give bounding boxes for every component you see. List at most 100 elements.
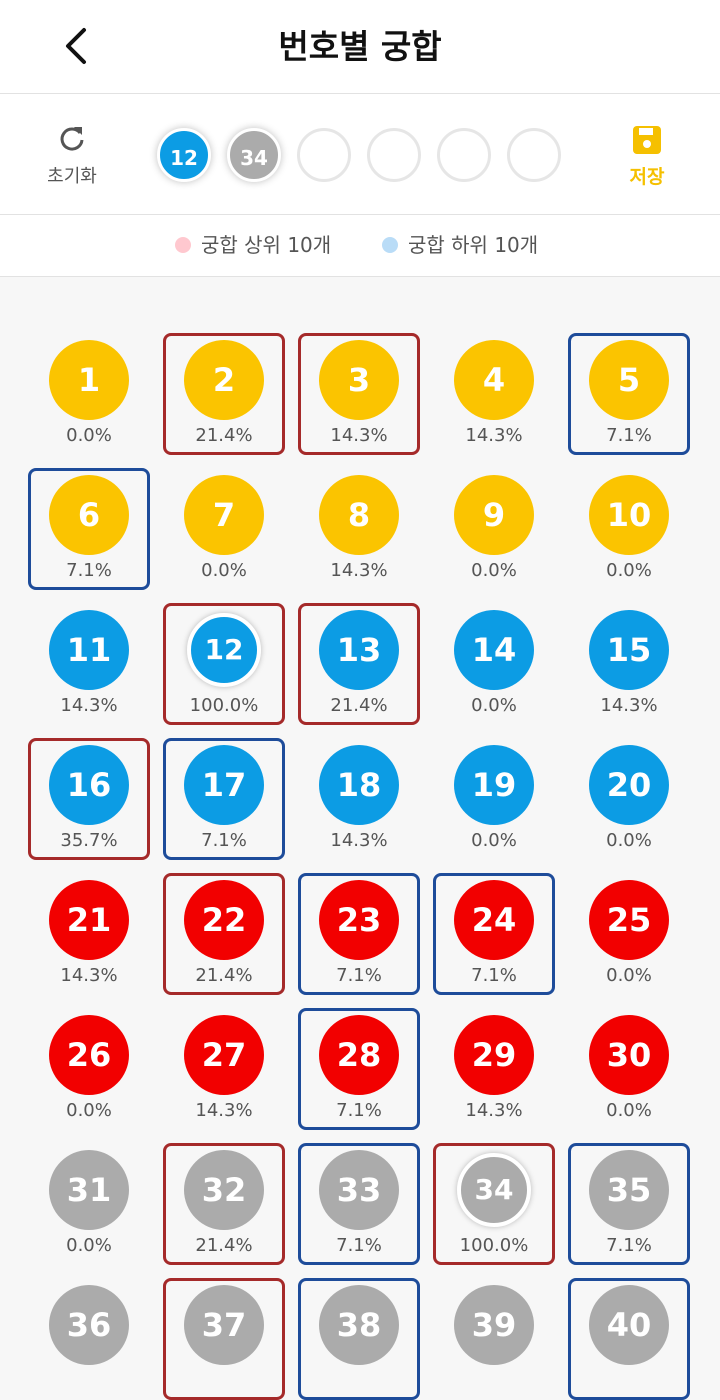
percent-label: 7.1% — [336, 965, 382, 986]
number-ball[interactable]: 24 — [454, 880, 534, 960]
percent-label: 7.1% — [336, 1235, 382, 1256]
number-ball[interactable]: 19 — [454, 745, 534, 825]
percent-label: 0.0% — [471, 695, 517, 716]
title: 번호별 궁합 — [278, 27, 442, 66]
number-ball[interactable]: 14 — [454, 610, 534, 690]
highlight-box — [163, 1143, 285, 1265]
legend-text: 궁합 하위 10개 — [408, 233, 539, 257]
percent-label: 7.1% — [471, 965, 517, 986]
percent-label: 0.0% — [606, 1100, 652, 1121]
highlight-box — [568, 1143, 690, 1265]
number-ball[interactable]: 21 — [49, 880, 129, 960]
number-ball[interactable]: 1 — [49, 340, 129, 420]
highlight-box — [298, 603, 420, 725]
percent-label: 7.1% — [606, 425, 652, 446]
number-ball[interactable]: 2 — [184, 340, 264, 420]
percent-label: 7.1% — [66, 560, 112, 581]
number-ball[interactable]: 39 — [454, 1285, 534, 1365]
number-ball[interactable]: 13 — [319, 610, 399, 690]
percent-label: 7.1% — [336, 1100, 382, 1121]
percent-label: 100.0% — [459, 1235, 529, 1256]
percent-label: 0.0% — [606, 830, 652, 851]
highlight-box — [433, 873, 555, 995]
number-ball[interactable]: 12 — [187, 613, 261, 687]
number-ball[interactable]: 17 — [184, 745, 264, 825]
number-ball[interactable]: 28 — [319, 1015, 399, 1095]
number-ball[interactable]: 9 — [454, 475, 534, 555]
percent-label: 14.3% — [330, 830, 388, 851]
number-ball[interactable]: 8 — [319, 475, 399, 555]
percent-label: 0.0% — [66, 425, 112, 446]
empty-slot[interactable] — [437, 128, 491, 182]
number-ball[interactable]: 22 — [184, 880, 264, 960]
number-ball[interactable]: 33 — [319, 1150, 399, 1230]
percent-label: 0.0% — [201, 560, 247, 581]
selected-ball[interactable]: 34 — [227, 128, 281, 182]
highlight-box — [433, 1143, 555, 1265]
selected-ball[interactable]: 12 — [157, 128, 211, 182]
number-ball[interactable]: 27 — [184, 1015, 264, 1095]
number-ball[interactable]: 23 — [319, 880, 399, 960]
number-ball[interactable]: 10 — [589, 475, 669, 555]
number-ball[interactable]: 11 — [49, 610, 129, 690]
legend: 궁합 상위 10개 궁합 하위 10개 — [0, 215, 720, 277]
header: 번호별 궁합 — [0, 0, 720, 94]
percent-label: 35.7% — [60, 830, 118, 851]
number-ball[interactable]: 5 — [589, 340, 669, 420]
number-ball[interactable]: 15 — [589, 610, 669, 690]
number-ball[interactable]: 37 — [184, 1285, 264, 1365]
save-button[interactable]: 저장 — [607, 122, 687, 192]
highlight-box — [28, 468, 150, 590]
highlight-box — [163, 333, 285, 455]
number-ball[interactable]: 16 — [49, 745, 129, 825]
number-ball[interactable]: 20 — [589, 745, 669, 825]
percent-label: 0.0% — [606, 965, 652, 986]
highlight-box — [163, 603, 285, 725]
percent-label: 14.3% — [60, 695, 118, 716]
number-ball[interactable]: 38 — [319, 1285, 399, 1365]
percent-label: 21.4% — [195, 1235, 253, 1256]
highlight-box — [163, 873, 285, 995]
number-ball[interactable]: 18 — [319, 745, 399, 825]
number-ball[interactable]: 25 — [589, 880, 669, 960]
percent-label: 14.3% — [330, 425, 388, 446]
number-ball[interactable]: 40 — [589, 1285, 669, 1365]
save-label: 저장 — [629, 166, 665, 188]
percent-label: 0.0% — [471, 830, 517, 851]
number-ball[interactable]: 3 — [319, 340, 399, 420]
highlight-box — [298, 1008, 420, 1130]
save-icon — [633, 126, 661, 154]
highlight-box — [28, 738, 150, 860]
empty-slot[interactable] — [507, 128, 561, 182]
number-ball[interactable]: 26 — [49, 1015, 129, 1095]
legend-dot — [382, 237, 398, 253]
number-ball[interactable]: 36 — [49, 1285, 129, 1365]
percent-label: 14.3% — [600, 695, 658, 716]
percent-label: 21.4% — [195, 965, 253, 986]
number-ball[interactable]: 31 — [49, 1150, 129, 1230]
percent-label: 7.1% — [201, 830, 247, 851]
highlight-box — [298, 1143, 420, 1265]
number-ball[interactable]: 7 — [184, 475, 264, 555]
back-button[interactable] — [58, 26, 94, 66]
number-ball[interactable]: 4 — [454, 340, 534, 420]
legend-dot — [175, 237, 191, 253]
percent-label: 0.0% — [66, 1100, 112, 1121]
number-ball[interactable]: 35 — [589, 1150, 669, 1230]
empty-slot[interactable] — [297, 128, 351, 182]
number-ball[interactable]: 30 — [589, 1015, 669, 1095]
empty-slot[interactable] — [367, 128, 421, 182]
number-ball[interactable]: 32 — [184, 1150, 264, 1230]
percent-label: 14.3% — [195, 1100, 253, 1121]
number-ball[interactable]: 6 — [49, 475, 129, 555]
highlight-box — [298, 333, 420, 455]
reset-label: 초기화 — [47, 166, 97, 187]
highlight-box — [298, 873, 420, 995]
number-ball[interactable]: 34 — [457, 1153, 531, 1227]
percent-label: 14.3% — [60, 965, 118, 986]
reset-button[interactable]: 초기화 — [32, 122, 112, 192]
number-ball[interactable]: 29 — [454, 1015, 534, 1095]
percent-label: 14.3% — [330, 560, 388, 581]
percent-label: 14.3% — [465, 425, 523, 446]
